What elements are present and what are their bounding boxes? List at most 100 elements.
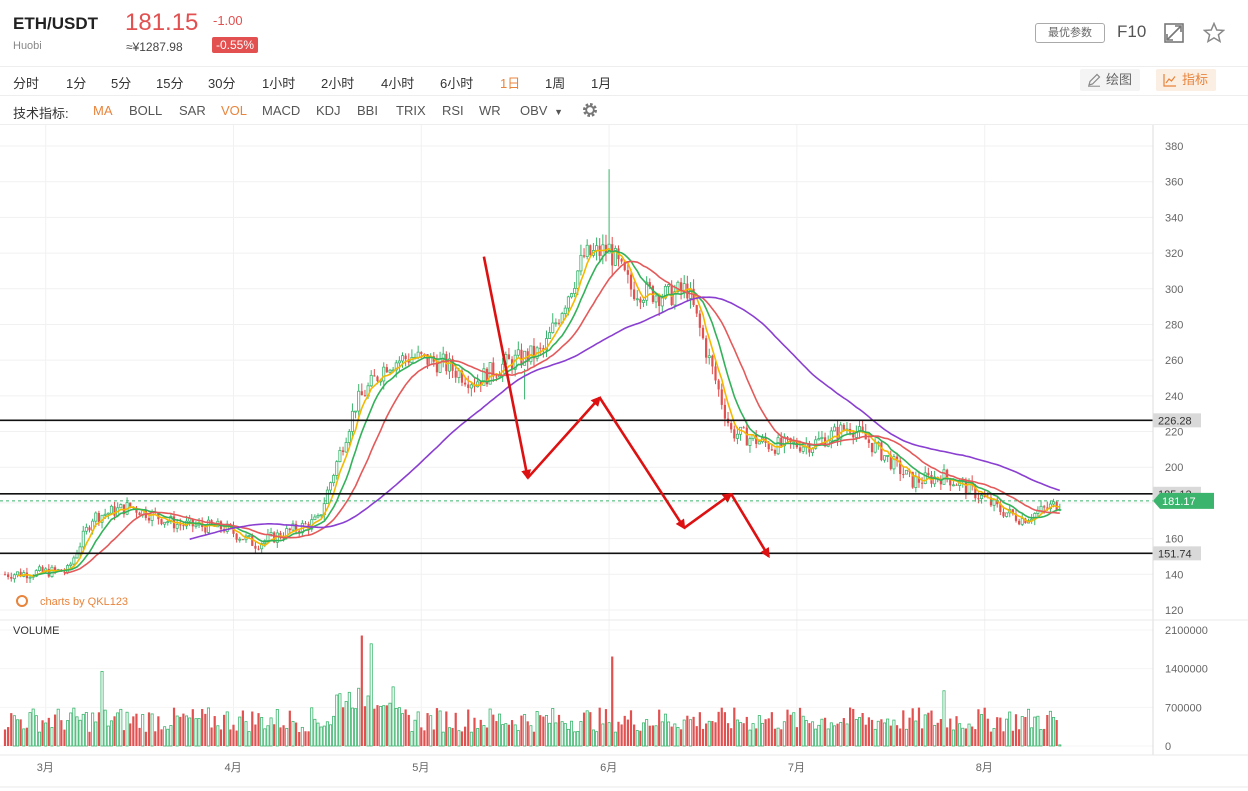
indicator-macd[interactable]: MACD [262, 103, 301, 118]
star-icon[interactable] [1202, 21, 1226, 44]
candle-body [7, 574, 10, 578]
volume-bar [429, 715, 433, 747]
candle-body [589, 245, 592, 256]
volume-bar [204, 713, 207, 746]
candle-body [711, 355, 714, 367]
timeframe-tab[interactable]: 5分 [111, 76, 132, 91]
volume-bar [930, 710, 933, 746]
candle-body [69, 563, 73, 566]
annotation-arrow [598, 396, 686, 530]
volume-bar [3, 729, 7, 746]
volume-bar [845, 723, 849, 747]
candle-body [492, 362, 495, 377]
indicator-sar[interactable]: SAR [179, 103, 206, 118]
volume-bar [495, 721, 498, 746]
candle-body [776, 437, 780, 455]
volume-bar [88, 731, 91, 746]
volume-bar [1024, 717, 1027, 746]
indicator-obv-dropdown[interactable]: OBV ▼ [520, 103, 563, 118]
timeframe-tab[interactable]: 6小时 [440, 76, 474, 91]
candle-body [579, 254, 583, 272]
volume-bar [996, 717, 999, 746]
candle-body [620, 259, 623, 262]
indicator-trix[interactable]: TRIX [396, 103, 426, 118]
candle-body [557, 322, 561, 324]
volume-bar [714, 722, 717, 746]
volume-bar [980, 714, 984, 747]
volume-bar [611, 656, 614, 746]
volume-bar [103, 709, 107, 747]
volume-bar [946, 727, 949, 746]
candle-body [714, 366, 717, 381]
candle-body [829, 430, 833, 442]
indicator-rsi[interactable]: RSI [442, 103, 464, 118]
timeframe-tab[interactable]: 4小时 [381, 76, 415, 91]
volume-bar [473, 717, 476, 746]
candle-body [861, 426, 864, 432]
indicator-wr[interactable]: WR [479, 103, 501, 118]
timeframe-tab[interactable]: 30分 [208, 76, 236, 91]
volume-bar [927, 712, 930, 746]
candle-body [889, 455, 892, 469]
volume-bar [823, 717, 827, 746]
volume-bar [391, 686, 395, 747]
indicator-boll[interactable]: BOLL [129, 103, 163, 118]
volume-bar [635, 730, 639, 747]
volume-bar [776, 727, 780, 747]
candle-body [836, 426, 839, 440]
candle-body [16, 571, 20, 576]
best-params-button[interactable]: 最优参数 [1035, 23, 1105, 43]
timeframe-tab[interactable]: 分时 [13, 76, 40, 91]
volume-bar [623, 715, 626, 746]
volume-bar [570, 720, 574, 747]
volume-bar [63, 729, 66, 746]
exchange-name: Huobi [13, 40, 42, 52]
volume-bar [69, 712, 73, 747]
candle-body [635, 298, 639, 301]
timeframe-tab[interactable]: 2小时 [321, 76, 355, 91]
indicator-ma[interactable]: MA [93, 103, 113, 118]
f10-button[interactable]: F10 [1117, 22, 1147, 41]
candle-body [942, 469, 946, 485]
watermark-text: charts by QKL123 [40, 596, 128, 608]
timeframe-tab[interactable]: 15分 [156, 76, 184, 91]
timeframe-tab[interactable]: 1周 [545, 76, 566, 91]
month-label: 8月 [976, 762, 993, 774]
volume-bar [216, 725, 220, 747]
volume-bar [989, 731, 993, 746]
volume-bar [548, 722, 552, 747]
indicator-vol[interactable]: VOL [221, 103, 248, 118]
candle-body [416, 351, 420, 358]
volume-bar [254, 724, 257, 746]
volume-bar [591, 729, 595, 747]
volume-bar [469, 731, 473, 747]
timeframe-tab[interactable]: 1小时 [262, 76, 296, 91]
timeframe-tab[interactable]: 1分 [66, 76, 87, 91]
volume-bar [144, 731, 147, 746]
expand-icon[interactable] [1163, 22, 1185, 44]
indicator-button[interactable]: 指标 [1156, 69, 1217, 91]
candle-body [920, 482, 924, 484]
volume-bar [658, 709, 661, 746]
indicator-bbi[interactable]: BBI [357, 103, 378, 118]
volume-bar [197, 718, 201, 747]
draw-button[interactable]: 绘图 [1080, 69, 1141, 91]
candle-body [160, 519, 163, 525]
volume-bar [585, 710, 589, 747]
gear-icon[interactable] [581, 101, 599, 124]
volume-bar [573, 731, 577, 747]
candle-body [701, 327, 705, 339]
volume-bar [723, 712, 726, 746]
volume-bar [1033, 716, 1037, 747]
volume-bar [344, 701, 348, 747]
price-tick-label: 160 [1165, 534, 1183, 546]
timeframe-tab[interactable]: 1月 [591, 76, 612, 91]
volume-bar [1043, 728, 1046, 746]
timeframe-tab-active[interactable]: 1日 [500, 76, 521, 91]
indicator-kdj[interactable]: KDJ [316, 103, 341, 118]
volume-bar [191, 709, 194, 746]
volume-bar [147, 712, 151, 746]
price-tick-label: 120 [1165, 605, 1183, 617]
volume-bar [792, 712, 796, 747]
